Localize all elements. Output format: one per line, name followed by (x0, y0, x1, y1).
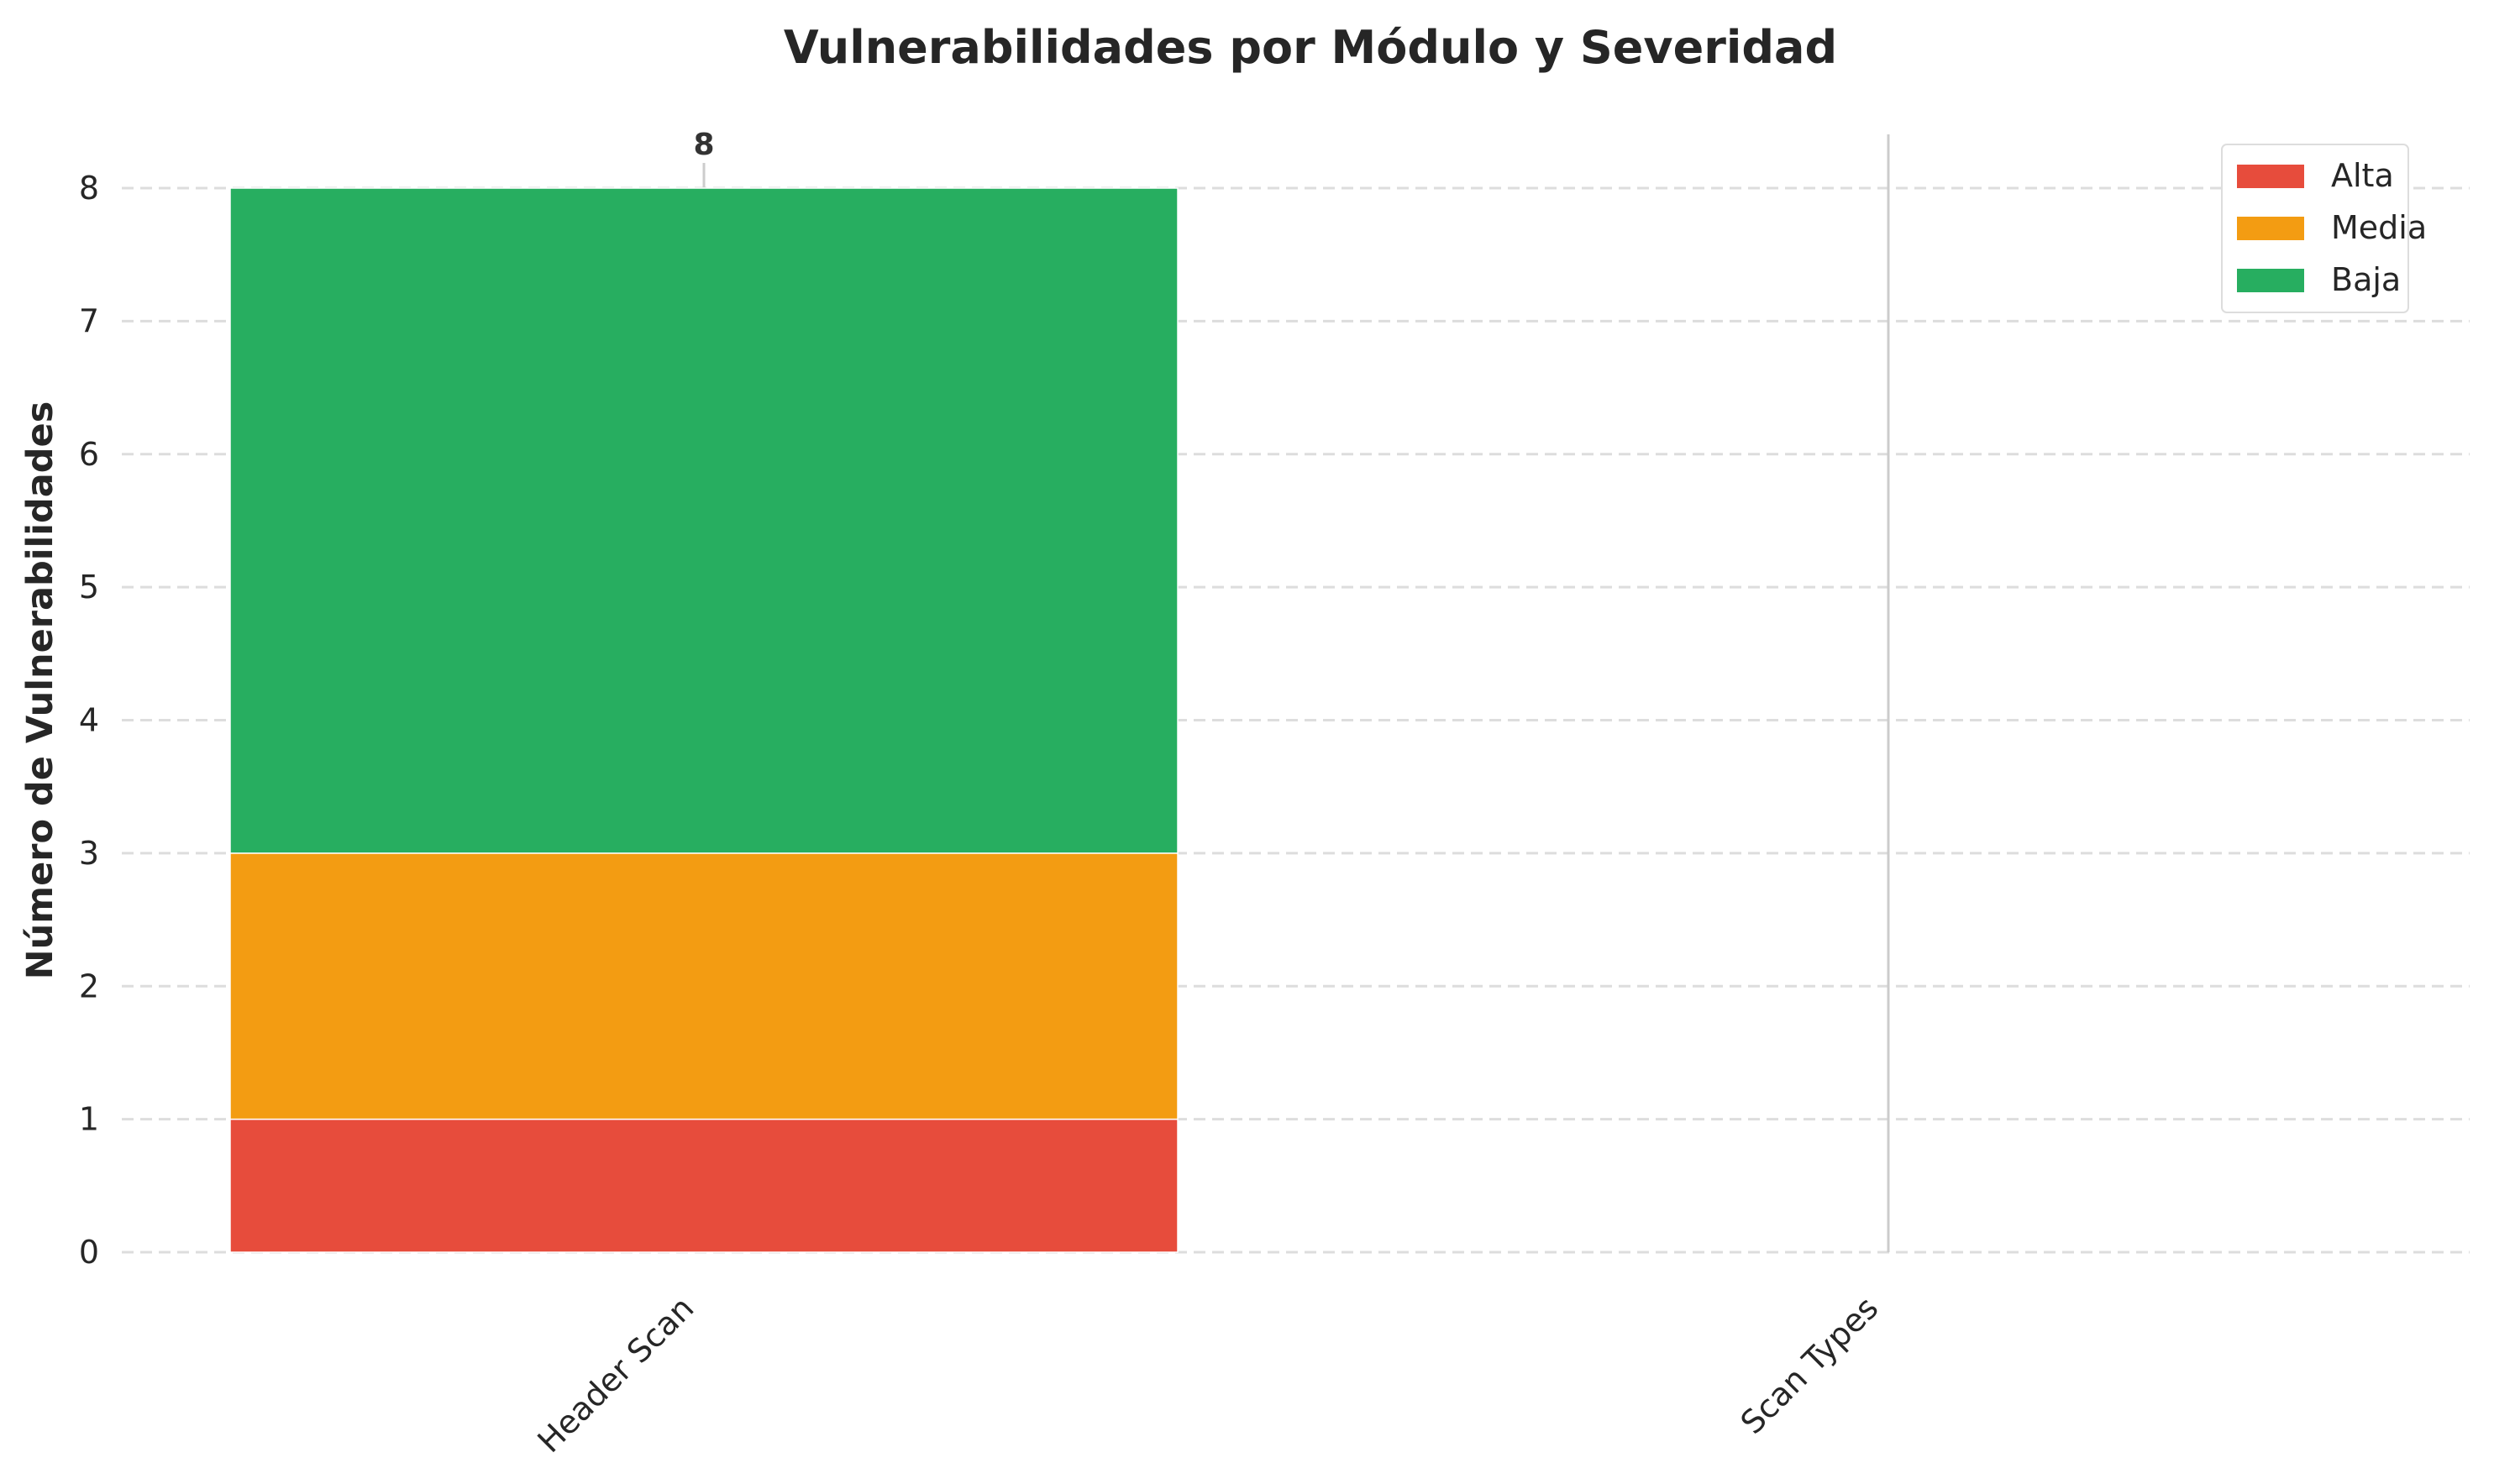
y-tick-label: 7 (79, 302, 99, 339)
bar-totals: 8 (693, 128, 714, 162)
y-axis-label: Número de Vulnerabilidades (19, 401, 61, 980)
bar-segment-media (229, 852, 1179, 1120)
bar-segment-baja (229, 187, 1179, 854)
legend-label: Alta (2331, 157, 2394, 194)
y-tick-labels: 0 1 2 3 4 5 6 7 8 (79, 170, 99, 1271)
category-markers (702, 134, 1890, 1252)
legend-swatch (2237, 217, 2304, 240)
y-tick-label: 6 (79, 436, 99, 473)
legend-label: Media (2331, 209, 2427, 246)
chart-title: Vulnerabilidades por Módulo y Severidad (784, 21, 1837, 74)
y-tick-label: 0 (79, 1234, 99, 1271)
bars (229, 187, 1179, 1253)
y-tick-label: 3 (79, 835, 99, 872)
y-tick-label: 2 (79, 967, 99, 1004)
y-tick-label: 8 (79, 170, 99, 207)
legend-swatch (2237, 269, 2304, 292)
y-tick-label: 5 (79, 569, 99, 606)
legend: Alta Media Baja (2221, 144, 2427, 313)
bar-segment-alta (229, 1118, 1179, 1253)
legend-swatch (2237, 165, 2304, 188)
y-tick-label: 1 (79, 1101, 99, 1138)
y-tick-label: 4 (79, 702, 99, 739)
legend-label: Baja (2331, 261, 2401, 298)
bar-total-label: 8 (693, 128, 714, 162)
